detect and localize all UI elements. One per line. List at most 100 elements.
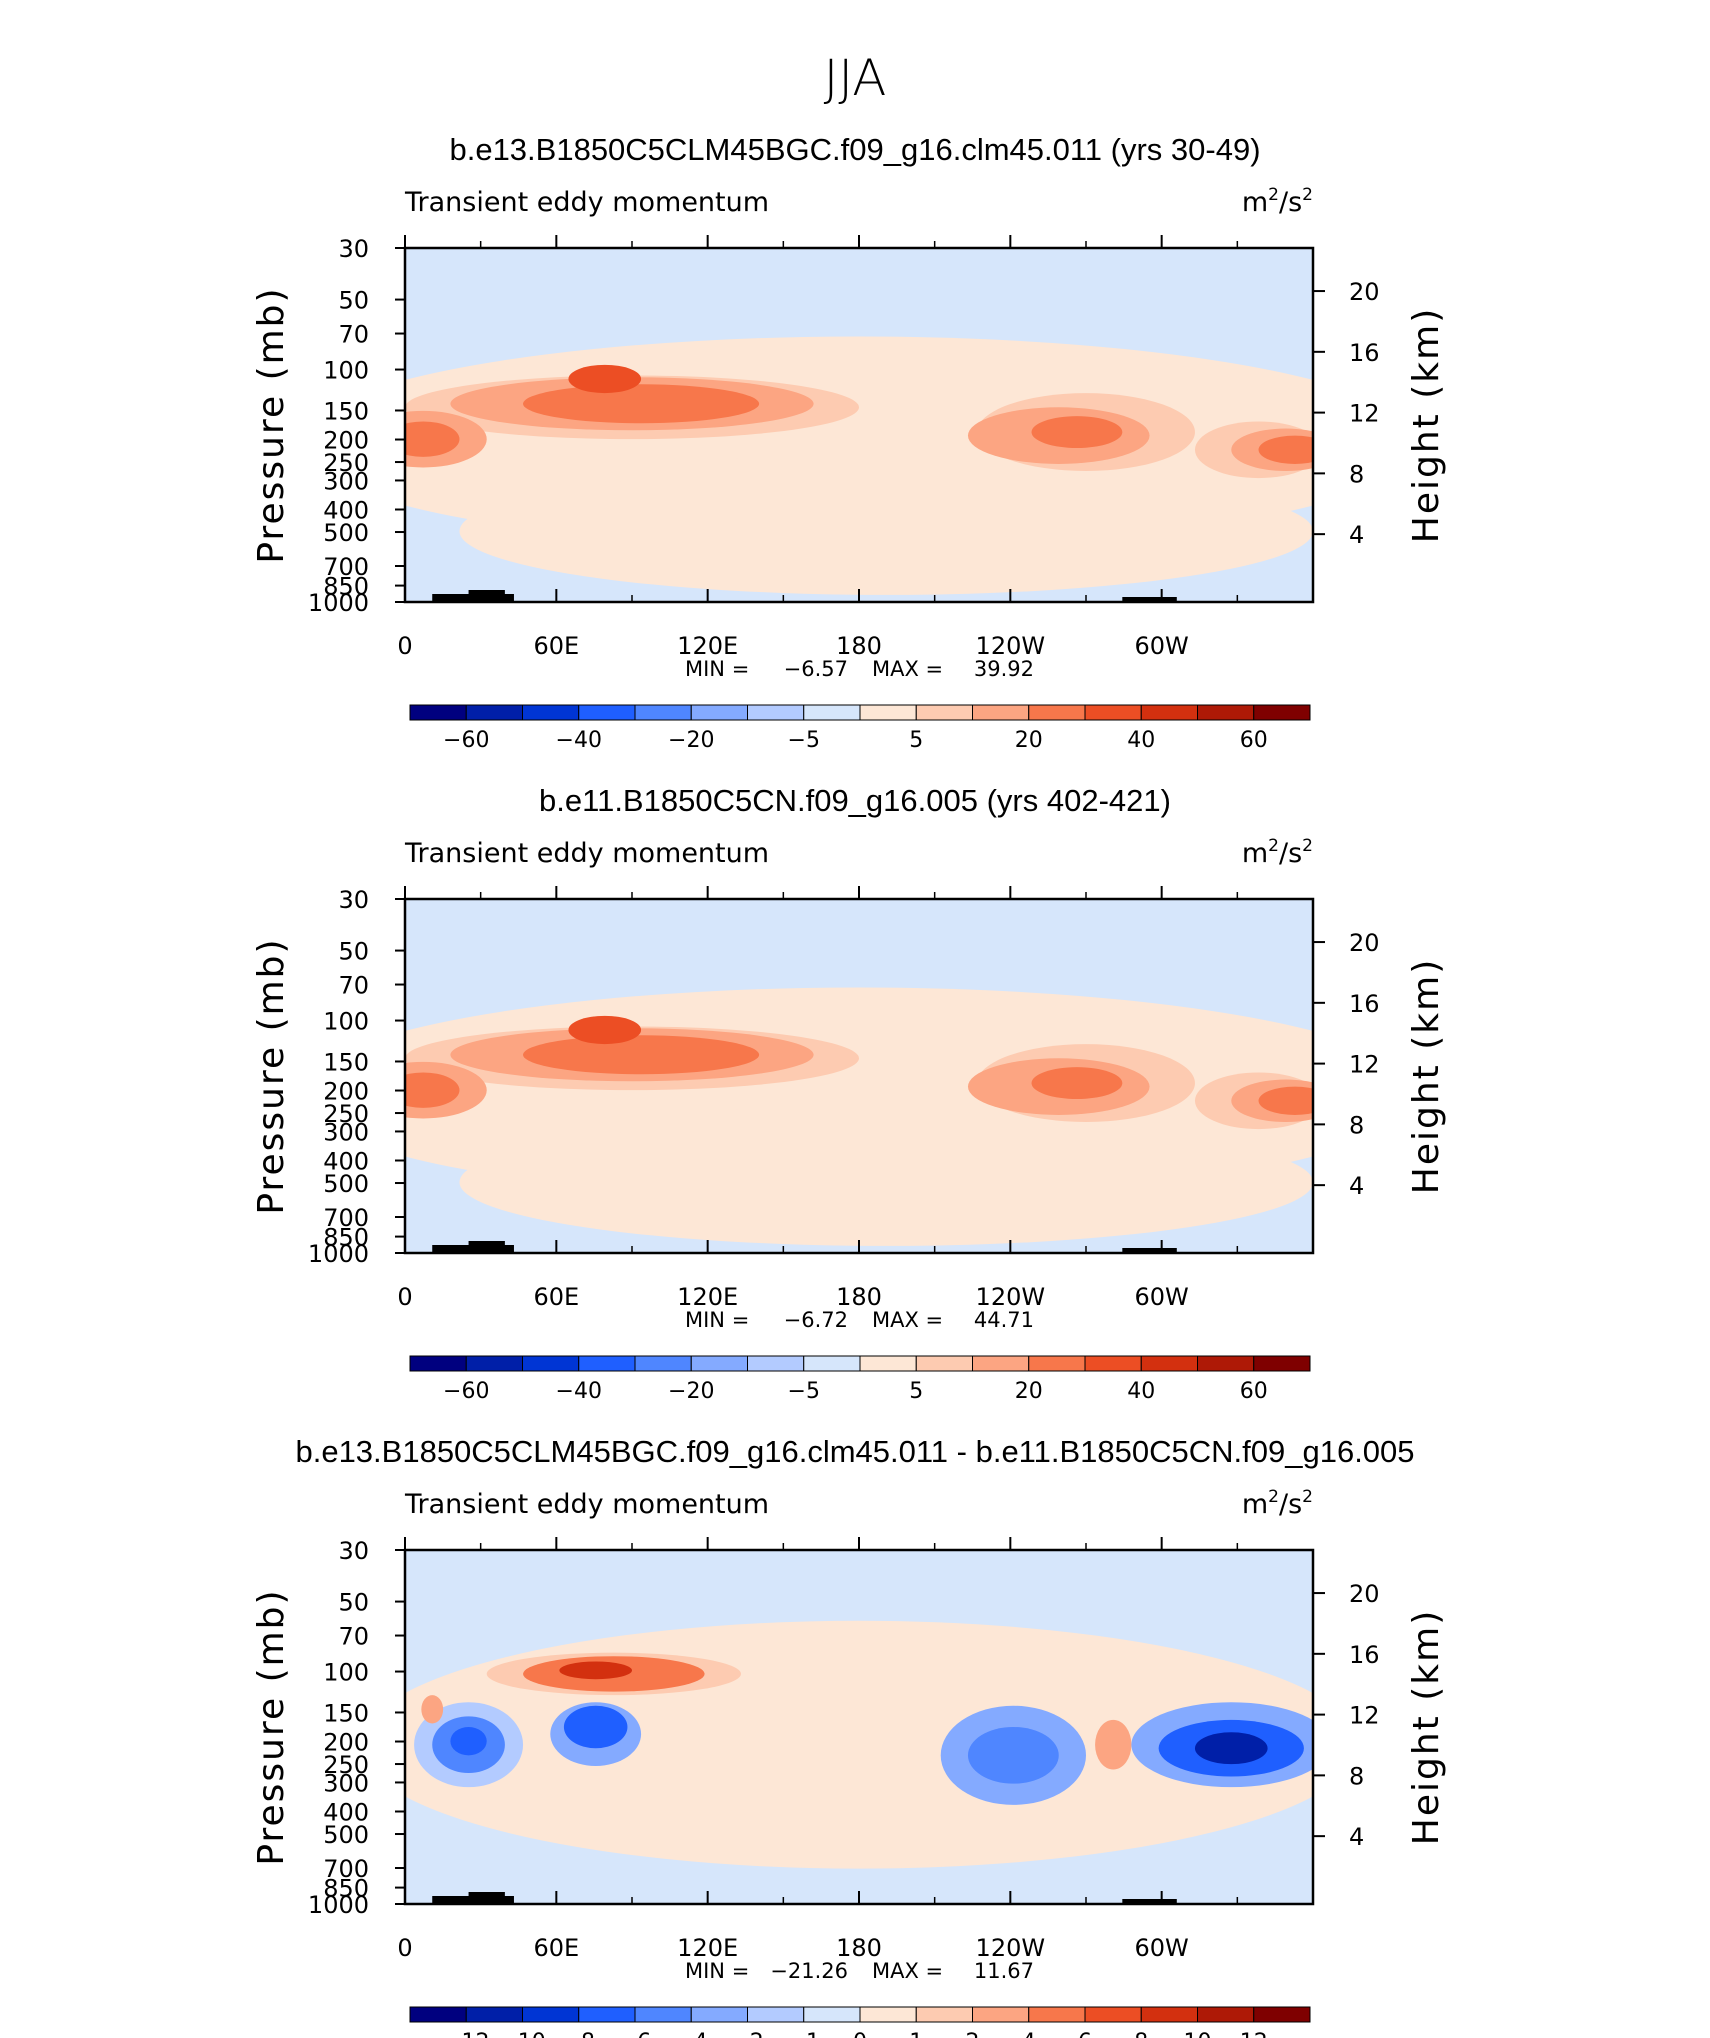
contour-field <box>405 899 1313 1253</box>
x-tick-label: 120E <box>677 1934 738 1962</box>
colorbar-label: 5 <box>909 1379 923 1404</box>
colorbar-swatch <box>465 704 523 721</box>
colorbar-label: −10 <box>499 2030 545 2038</box>
colorbar-label: 6 <box>1078 2030 1092 2038</box>
x-tick-label: 0 <box>397 632 412 660</box>
colorbar-swatch <box>634 1355 692 1372</box>
x-tick-label: 60W <box>1135 1934 1189 1962</box>
colorbar-label: 60 <box>1240 1379 1268 1404</box>
y-tick-label: 500 <box>323 1170 369 1198</box>
y-tick-label: 150 <box>323 1699 369 1727</box>
contour-region <box>523 1035 760 1075</box>
y-tick-label: 30 <box>338 886 369 914</box>
colorbar-swatch <box>1253 704 1311 721</box>
y-tick-label: 1000 <box>308 1891 369 1919</box>
y-right-tick-label: 16 <box>1349 339 1380 367</box>
units-label: m2/s2 <box>1242 185 1313 218</box>
colorbar-label: 20 <box>1015 728 1043 753</box>
colorbar-swatch <box>915 2006 973 2023</box>
y-tick-label: 50 <box>338 287 369 315</box>
colorbar-swatch <box>859 2006 917 2023</box>
colorbar-swatch <box>747 1355 805 1372</box>
colorbar-label: −20 <box>668 1379 714 1404</box>
colorbar-swatch <box>409 704 467 721</box>
panel-title: b.e13.B1850C5CLM45BGC.f09_g16.clm45.011 … <box>449 132 1260 167</box>
units-base: m <box>1242 1489 1268 1520</box>
colorbar-swatch <box>1028 1355 1086 1372</box>
y-tick-label: 300 <box>323 1118 369 1146</box>
y-tick-label: 700 <box>323 1855 369 1883</box>
colorbar-swatch <box>1084 704 1142 721</box>
colorbar-swatch <box>1140 2006 1198 2023</box>
colorbar-swatch <box>972 1355 1030 1372</box>
y-right-tick-label: 4 <box>1349 1172 1364 1200</box>
units-label: m2/s2 <box>1242 1487 1313 1520</box>
contour-region <box>523 384 760 424</box>
x-tick-label: 120W <box>976 632 1046 660</box>
contour-region <box>967 1727 1059 1784</box>
panel-title: b.e11.B1850C5CN.f09_g16.005 (yrs 402-421… <box>539 783 1171 818</box>
topography <box>468 590 505 602</box>
colorbar-swatch <box>690 1355 748 1372</box>
y-tick-label: 100 <box>323 357 369 385</box>
y-tick-label: 30 <box>338 1537 369 1565</box>
colorbar-swatch <box>747 704 805 721</box>
y-tick-label: 850 <box>323 573 369 601</box>
y-tick-label: 500 <box>323 1821 369 1849</box>
colorbar-label: −5 <box>788 1379 820 1404</box>
colorbar-label: 60 <box>1240 728 1268 753</box>
colorbar-label: −60 <box>443 1379 489 1404</box>
colorbar-label: −2 <box>731 2030 763 2038</box>
y-tick-label: 400 <box>323 1147 369 1175</box>
colorbar-label: 4 <box>1022 2030 1036 2038</box>
units-slash: /s <box>1279 1489 1302 1520</box>
topography <box>1122 1248 1177 1253</box>
colorbar-swatch <box>1140 704 1198 721</box>
colorbar-swatch <box>465 2006 523 2023</box>
units-exp2: 2 <box>1302 1487 1313 1507</box>
y-tick-label: 200 <box>323 1078 369 1106</box>
colorbar-label: 10 <box>1184 2030 1212 2038</box>
contour-region <box>450 1727 487 1756</box>
y-right-tick-label: 12 <box>1349 1702 1380 1730</box>
colorbar-label: −40 <box>556 1379 602 1404</box>
min-value: −6.72 <box>784 1308 848 1332</box>
x-tick-label: 60E <box>533 632 579 660</box>
units-base: m <box>1242 838 1268 869</box>
x-tick-label: 60E <box>533 1283 579 1311</box>
colorbar-swatch <box>634 704 692 721</box>
y-tick-label: 400 <box>323 496 369 524</box>
colorbar-label: −5 <box>788 728 820 753</box>
panels: b.e13.B1850C5CLM45BGC.f09_g16.clm45.011 … <box>251 132 1447 2038</box>
contour-region <box>459 467 1313 595</box>
contour-region <box>1031 1067 1123 1100</box>
contour-region <box>405 1072 460 1108</box>
colorbar-swatch <box>915 1355 973 1372</box>
colorbar-swatch <box>578 704 636 721</box>
y-axis-title: Pressure (mb) <box>251 286 292 563</box>
colorbar-label: 40 <box>1127 728 1155 753</box>
colorbar-label: 12 <box>1240 2030 1268 2038</box>
y-tick-label: 700 <box>323 553 369 581</box>
y-tick-label: 150 <box>323 397 369 425</box>
min-label: MIN = <box>685 1959 749 1983</box>
x-tick-label: 60E <box>533 1934 579 1962</box>
colorbar-swatch <box>1084 1355 1142 1372</box>
left-label: Transient eddy momentum <box>404 187 769 218</box>
left-label: Transient eddy momentum <box>404 1489 769 1520</box>
contour-region <box>1258 1086 1313 1115</box>
y-right-tick-label: 20 <box>1349 1580 1380 1608</box>
colorbar-swatch <box>1028 2006 1086 2023</box>
min-label: MIN = <box>685 657 749 681</box>
contour-region <box>563 1705 628 1749</box>
y-right-tick-label: 16 <box>1349 1641 1380 1669</box>
colorbar-label: 2 <box>966 2030 980 2038</box>
y-tick-label: 250 <box>323 1751 369 1779</box>
contour-field <box>405 248 1313 602</box>
contour-field <box>405 1550 1313 1904</box>
colorbar-swatch <box>972 704 1030 721</box>
y-tick-label: 30 <box>338 235 369 263</box>
colorbar-label: −4 <box>675 2030 707 2038</box>
topography <box>468 1892 505 1904</box>
x-tick-label: 60W <box>1135 1283 1189 1311</box>
